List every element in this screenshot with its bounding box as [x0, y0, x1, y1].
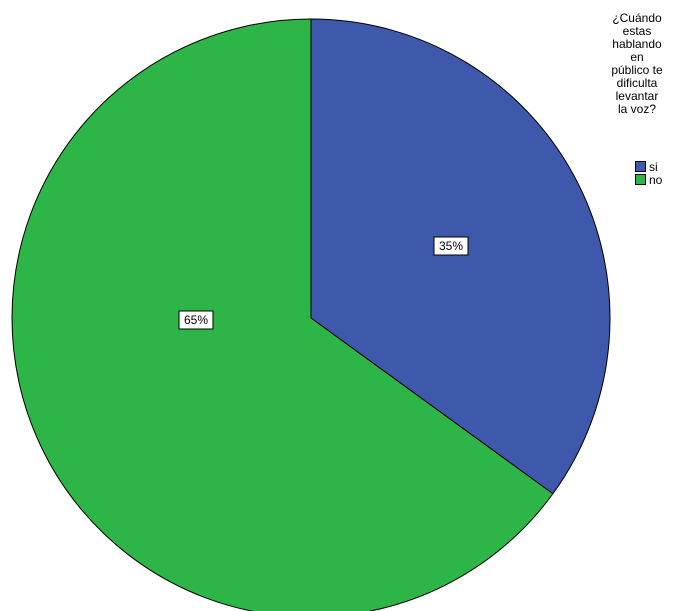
pie-slice-no: [11, 18, 554, 611]
data-label-box-si: [433, 236, 469, 256]
legend-item-si: si: [635, 159, 662, 174]
data-label-si: 35%: [433, 236, 469, 256]
data-label-text-si: 35%: [439, 239, 463, 253]
legend-title: ¿Cuándo estas hablando en público te dif…: [611, 11, 663, 116]
legend-label-si: si: [649, 159, 658, 174]
data-label-no: 65%: [178, 310, 214, 330]
legend: si no: [635, 159, 663, 187]
legend-item-no: no: [635, 172, 663, 187]
data-label-box-no: [178, 310, 214, 330]
data-label-text-no: 65%: [184, 313, 208, 327]
legend-swatch-si: [635, 161, 646, 172]
pie-slice-si: [310, 18, 611, 495]
legend-swatch-no: [635, 174, 646, 185]
legend-label-no: no: [649, 172, 663, 187]
